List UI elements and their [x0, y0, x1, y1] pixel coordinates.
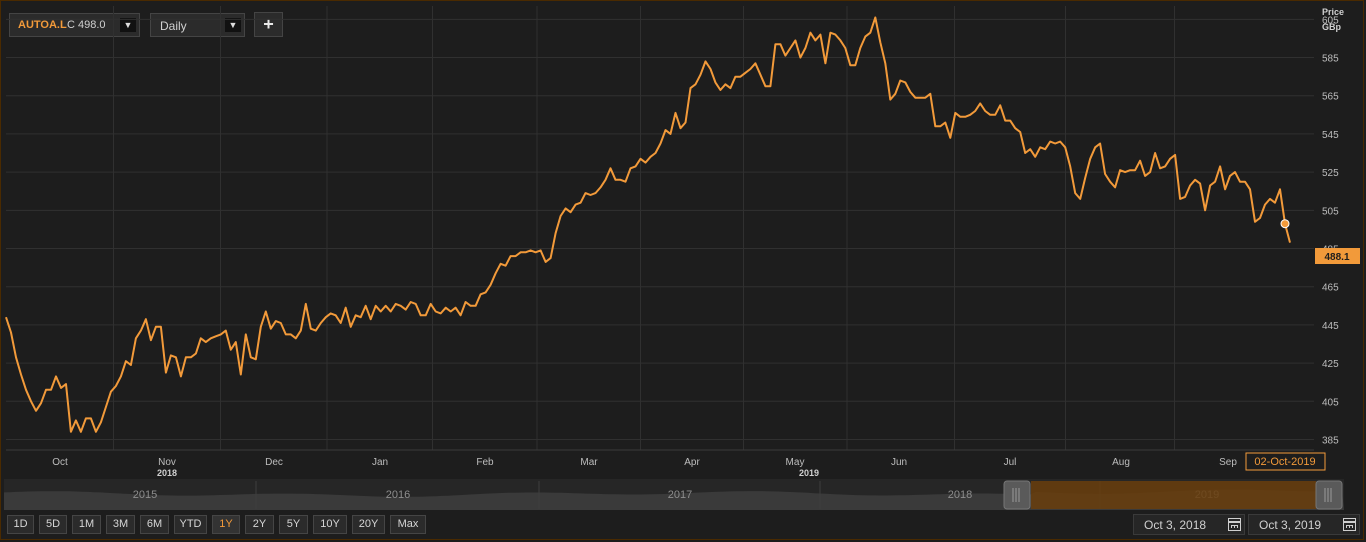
navigator-selection[interactable]: [1031, 481, 1316, 509]
range-button-1m[interactable]: 1M: [72, 515, 101, 534]
x-tick-label: Jan: [372, 457, 388, 468]
x-tick-label: Aug: [1112, 457, 1130, 468]
date-from-field[interactable]: Oct 3, 2018: [1133, 514, 1245, 535]
x-tick-label: Oct: [52, 457, 68, 468]
range-button-3m[interactable]: 3M: [106, 515, 135, 534]
range-button-10y[interactable]: 10Y: [313, 515, 347, 534]
y-tick-label: 605: [1322, 15, 1339, 26]
y-tick-label: 445: [1322, 321, 1339, 332]
x-tick-label: Sep: [1219, 457, 1237, 468]
last-value-badge: [1315, 248, 1360, 264]
y-tick-label: 565: [1322, 92, 1339, 103]
navigator-year-label: 2015: [133, 489, 157, 501]
range-button-max[interactable]: Max: [390, 515, 426, 534]
y-tick-label: 405: [1322, 397, 1339, 408]
range-button-5y[interactable]: 5Y: [279, 515, 308, 534]
navigator-left-handle[interactable]: [1003, 480, 1031, 510]
chevron-down-icon[interactable]: ▼: [225, 18, 241, 32]
date-to-field[interactable]: Oct 3, 2019: [1248, 514, 1360, 535]
y-tick-label: 585: [1322, 54, 1339, 65]
grip-icon: [1012, 488, 1332, 502]
symbol-selector[interactable]: AUTOA.L C 498.0 ▼: [9, 13, 140, 37]
y-tick-label: 385: [1322, 435, 1339, 446]
navigator-right-handle[interactable]: [1315, 480, 1343, 510]
x-tick-label: May: [786, 457, 805, 468]
navigator-year-label: 2016: [386, 489, 410, 501]
y-unit-gbp: GBp: [1322, 22, 1342, 32]
last-value-label: 488.1: [1324, 252, 1349, 263]
x-tick-label: Dec: [265, 457, 283, 468]
navigator-year-label: 2018: [948, 489, 972, 501]
symbol-ticker: AUTOA.L: [18, 19, 67, 31]
range-button-1d[interactable]: 1D: [7, 515, 34, 534]
date-from-text: Oct 3, 2018: [1144, 518, 1207, 532]
x-tick-label: Jun: [891, 457, 907, 468]
range-button-ytd[interactable]: YTD: [174, 515, 207, 534]
chevron-down-icon[interactable]: ▼: [120, 18, 136, 32]
x-tick-label: Mar: [580, 457, 598, 468]
navigator[interactable]: 20152016201720182019: [4, 479, 1344, 510]
x-tick-label: Nov: [158, 457, 176, 468]
cursor-date-label: 02-Oct-2019: [1254, 456, 1315, 468]
y-tick-label: 425: [1322, 359, 1339, 370]
y-tick-label: 545: [1322, 130, 1339, 141]
range-button-6m[interactable]: 6M: [140, 515, 169, 534]
price-line: [5, 16, 1291, 433]
cursor-date-badge: [1245, 452, 1326, 471]
x-tick-label: Feb: [476, 457, 494, 468]
close-price: C 498.0: [67, 19, 106, 31]
range-button-1y[interactable]: 1Y: [212, 515, 240, 534]
x-tick-label: Jul: [1004, 457, 1017, 468]
range-button-5d[interactable]: 5D: [39, 515, 67, 534]
interval-selector[interactable]: Daily ▼: [150, 13, 245, 37]
add-button[interactable]: +: [254, 12, 283, 37]
x-tick-label: Apr: [684, 457, 700, 468]
y-axis: 385405425445465485505525545565585605: [1322, 15, 1339, 446]
date-to-text: Oct 3, 2019: [1259, 518, 1322, 532]
chart-grid: [6, 6, 1314, 450]
navigator-year-label: 2017: [668, 489, 692, 501]
calendar-icon[interactable]: [1228, 518, 1241, 531]
x-axis: Oct Nov Dec Jan Feb Mar Apr May Jun Jul Aug Sep 2018…: [6, 449, 1314, 478]
y-unit-price: Price: [1322, 7, 1344, 17]
x-year-label: 2019: [799, 468, 819, 478]
interval-label: Daily: [160, 19, 187, 33]
range-button-2y[interactable]: 2Y: [245, 515, 274, 534]
y-tick-label: 465: [1322, 283, 1339, 294]
y-tick-label: 505: [1322, 206, 1339, 217]
x-year-label: 2018: [157, 468, 177, 478]
last-point-marker: [1280, 219, 1290, 229]
y-tick-label: 525: [1322, 168, 1339, 179]
calendar-icon[interactable]: [1343, 518, 1356, 531]
range-button-20y[interactable]: 20Y: [352, 515, 385, 534]
